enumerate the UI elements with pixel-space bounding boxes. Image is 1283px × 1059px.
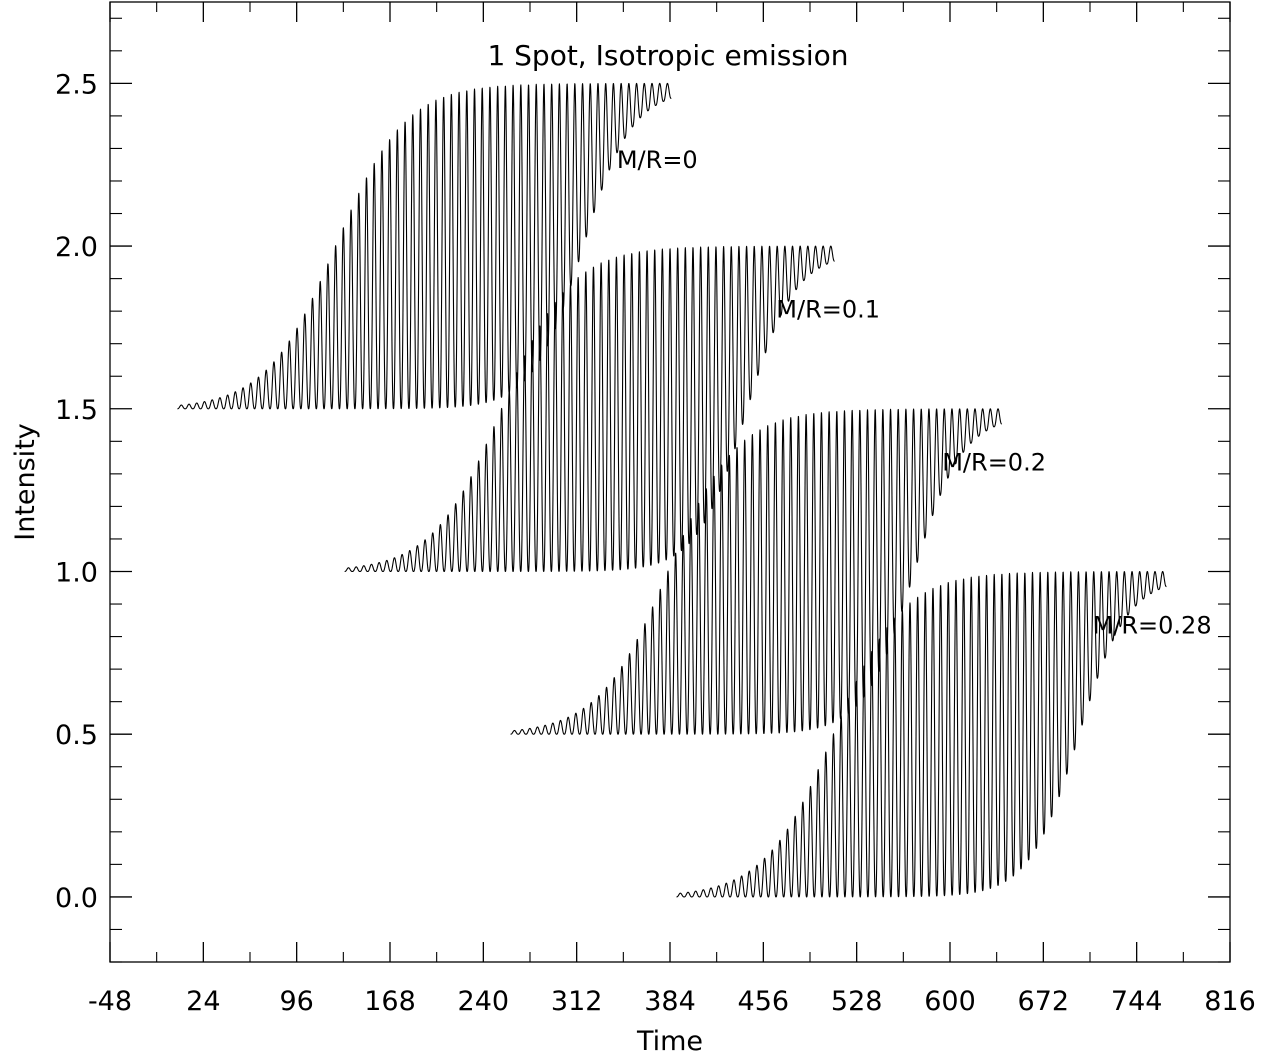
series-line-3: [676, 570, 1167, 898]
ticks-layer: -48 24 96 168 240 312 384 456 528 600 672 744 816 0.0…: [55, 2, 1256, 1017]
x-axis-title: Time: [636, 1026, 703, 1057]
y-tick-label: 1.5: [55, 395, 98, 426]
series-line-0: [177, 82, 672, 410]
plot-frame: [109, 1, 1231, 963]
x-tick-label: 816: [1204, 986, 1256, 1017]
series-label-0: M/R=0: [617, 146, 698, 174]
labels-layer: M/R=0 M/R=0.1 M/R=0.2 M/R=0.28: [617, 146, 1212, 639]
series-label-1: M/R=0.1: [776, 296, 880, 324]
series-line-2: [510, 408, 1003, 735]
series-label-3: M/R=0.28: [1093, 611, 1212, 639]
x-tick-label: 24: [186, 986, 220, 1017]
x-tick-label: 312: [551, 986, 603, 1017]
x-tick-label: 528: [831, 986, 883, 1017]
x-tick-label: 744: [1111, 986, 1163, 1017]
x-tick-label: 672: [1018, 986, 1070, 1017]
x-tick-label: 456: [738, 986, 790, 1017]
x-tick-label: 384: [644, 986, 696, 1017]
x-tick-label: 240: [458, 986, 510, 1017]
y-tick-label: 2.5: [55, 69, 98, 100]
y-tick-label: 0.0: [55, 883, 98, 914]
chart-title: 1 Spot, Isotropic emission: [487, 39, 848, 72]
x-tick-label: -48: [88, 986, 132, 1017]
x-tick-label: 168: [364, 986, 416, 1017]
series-line-1: [344, 245, 835, 573]
y-tick-label: 1.0: [55, 557, 98, 588]
y-axis-title: Intensity: [10, 423, 41, 541]
y-tick-label: 0.5: [55, 720, 98, 751]
y-tick-label: 2.0: [55, 232, 98, 263]
series-label-2: M/R=0.2: [942, 449, 1046, 477]
curves-layer: [177, 82, 1167, 898]
x-tick-label: 96: [279, 986, 313, 1017]
x-tick-label: 600: [924, 986, 976, 1017]
